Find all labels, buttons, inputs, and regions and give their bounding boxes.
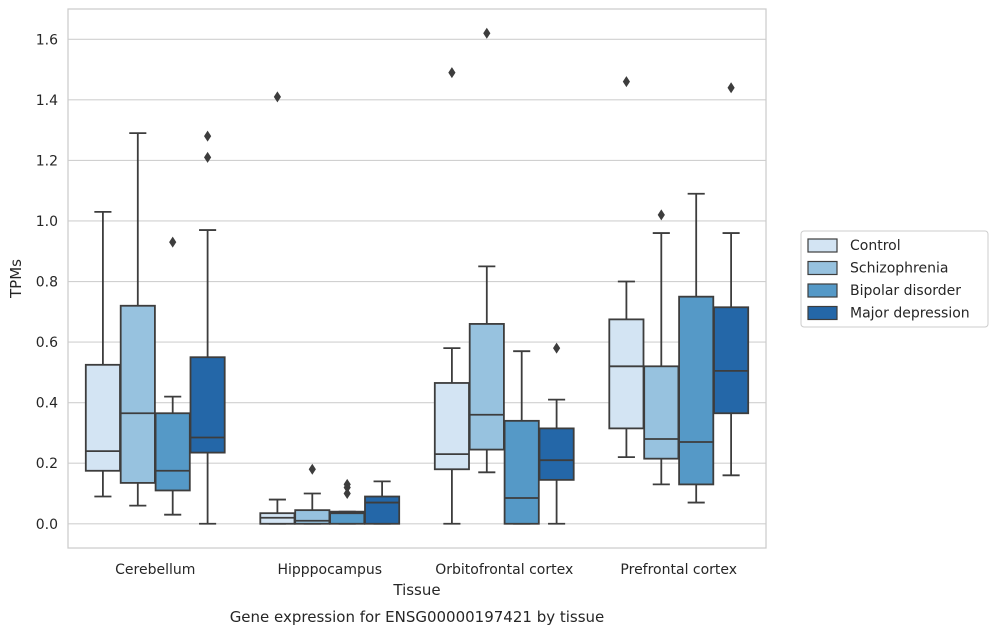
y-tick-label: 1.0: [36, 214, 58, 230]
outlier-point: [308, 463, 316, 475]
plot-frame: [67, 8, 767, 549]
outlier-point: [622, 76, 630, 88]
y-tick-label: 1.6: [36, 32, 58, 48]
x-tick-label: Orbitofrontal cortex: [435, 562, 573, 578]
outlier-point: [483, 27, 491, 39]
outlier-point: [204, 130, 212, 142]
x-tick-label: Hipppocampus: [277, 562, 382, 578]
box-body: [468, 323, 505, 451]
legend-swatch: [807, 283, 838, 298]
outlier-point: [727, 82, 735, 94]
box-body: [364, 495, 401, 525]
box-major-depression: [538, 342, 575, 525]
y-tick-label: 1.2: [36, 153, 58, 169]
box-body: [643, 365, 680, 460]
box-bipolar-disorder: [329, 478, 366, 525]
legend-label: Control: [850, 238, 901, 254]
box-body: [154, 412, 191, 492]
box-body: [608, 318, 645, 430]
legend-swatch: [807, 260, 838, 276]
box-schizophrenia: [119, 132, 156, 507]
box-body: [503, 419, 540, 525]
chart-caption: Gene expression for ENSG00000197421 by t…: [230, 608, 605, 626]
legend-swatch: [807, 238, 838, 253]
outlier-point: [657, 209, 665, 221]
outlier-point: [273, 91, 281, 103]
box-major-depression: [189, 130, 226, 525]
box-schizophrenia: [468, 27, 505, 474]
outlier-point: [204, 151, 212, 163]
box-control: [433, 67, 470, 525]
outlier-point: [448, 67, 456, 79]
box-bipolar-disorder: [154, 236, 191, 516]
box-schizophrenia: [643, 209, 680, 486]
y-tick-label: 0.6: [36, 335, 58, 351]
outlier-point: [553, 342, 561, 354]
box-body: [678, 295, 715, 486]
legend-label: Schizophrenia: [850, 261, 948, 277]
y-tick-label: 1.4: [36, 93, 58, 109]
box-body: [84, 363, 121, 472]
x-tick-label: Prefrontal cortex: [620, 562, 737, 578]
box-body: [713, 306, 750, 415]
box-control: [259, 91, 296, 525]
x-tick-labels: Cerebellum Hipppocampus Orbitofrontal cort…: [115, 562, 737, 578]
legend-swatch: [807, 305, 838, 321]
y-tick-labels: 0.0 0.2 0.4 0.6 0.8 1.0 1.2 1.4 1.6: [36, 32, 58, 532]
legend: Control Schizophrenia Bipolar disorder Majo…: [800, 230, 989, 328]
y-tick-label: 0.0: [36, 517, 58, 533]
box-body: [433, 382, 470, 471]
box-body: [538, 427, 575, 481]
box-body: [119, 304, 156, 484]
box-major-depression: [713, 82, 750, 477]
legend-label: Bipolar disorder: [850, 283, 961, 299]
box-control: [608, 76, 645, 459]
box-bipolar-disorder: [503, 350, 540, 525]
x-axis-label: Tissue: [392, 581, 440, 599]
outlier-point: [343, 478, 351, 490]
box-body: [294, 509, 331, 525]
y-axis-label: TPMs: [7, 259, 25, 299]
y-tick-label: 0.2: [36, 456, 58, 472]
box-bipolar-disorder: [678, 192, 715, 504]
box-major-depression: [364, 480, 401, 525]
legend-frame: [800, 230, 989, 328]
outlier-point: [169, 236, 177, 248]
box-control: [84, 210, 121, 498]
y-tick-label: 0.4: [36, 396, 58, 412]
box-schizophrenia: [294, 463, 331, 525]
x-tick-label: Cerebellum: [115, 562, 195, 578]
box-plots: [84, 27, 750, 525]
outlier-point: [343, 487, 351, 499]
legend-label: Major depression: [850, 306, 970, 322]
y-tick-label: 0.8: [36, 275, 58, 291]
